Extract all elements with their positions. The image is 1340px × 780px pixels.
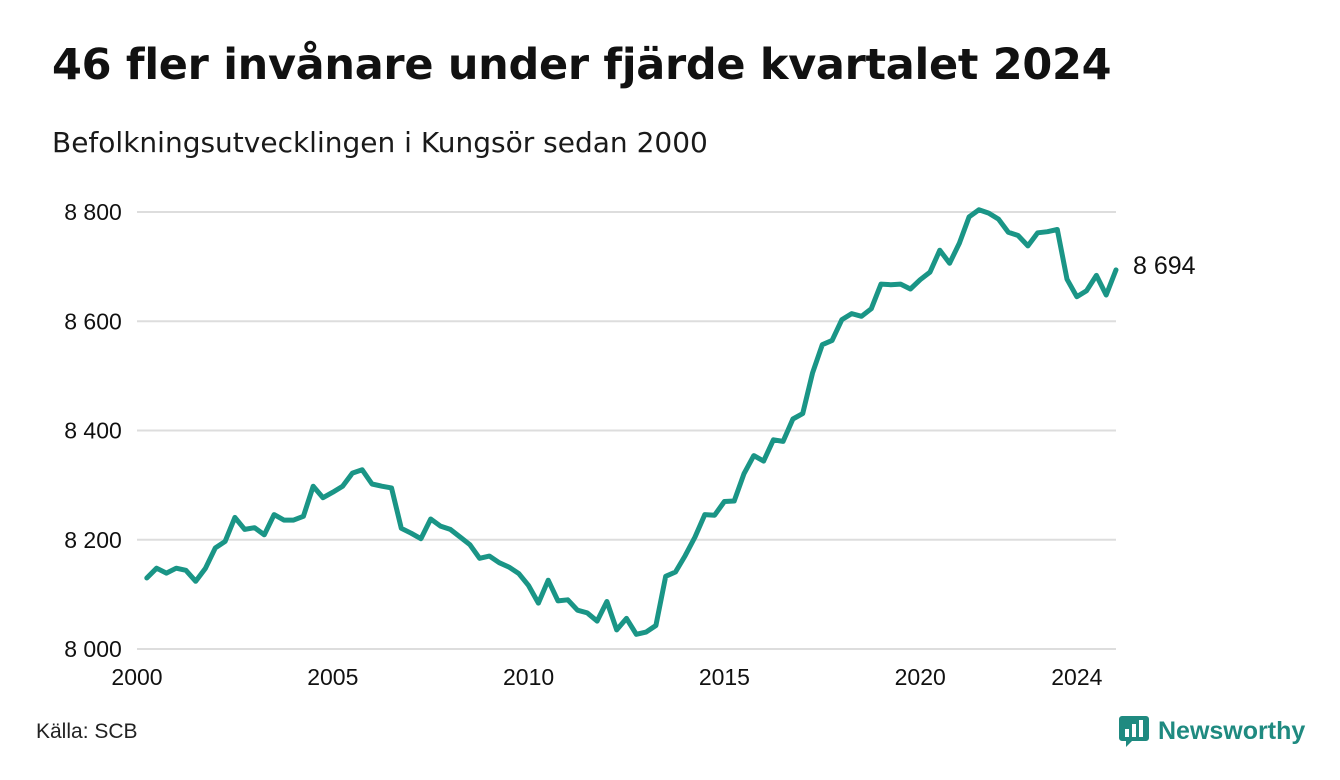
y-axis-tick-labels: 8 000 8 200 8 400 8 600 8 800: [64, 199, 122, 662]
x-tick-label: 2020: [895, 664, 946, 690]
source-note: Källa: SCB: [36, 720, 138, 743]
chart-title: 46 fler invånare under fjärde kvartalet …: [52, 40, 1112, 90]
population-line: [144, 207, 1119, 637]
newsworthy-chart-icon: [1119, 716, 1149, 747]
newsworthy-logo: Newsworthy: [1118, 714, 1305, 748]
chart-subtitle: Befolkningsutvecklingen i Kungsör sedan …: [52, 126, 708, 159]
y-tick-label: 8 800: [64, 199, 122, 225]
brand-name: Newsworthy: [1158, 716, 1306, 745]
end-value-label: 8 694: [1133, 252, 1196, 280]
y-tick-label: 8 200: [64, 527, 122, 553]
y-tick-label: 8 400: [64, 418, 122, 444]
x-tick-label: 2024: [1051, 664, 1102, 690]
x-tick-label: 2010: [503, 664, 554, 690]
x-axis-tick-labels: 2000 2005 2010 2015 2020 2024: [111, 664, 1102, 690]
y-tick-label: 8 000: [64, 636, 122, 662]
gridlines: [137, 211, 1116, 650]
y-tick-label: 8 600: [64, 308, 122, 334]
x-tick-label: 2015: [699, 664, 750, 690]
x-tick-label: 2005: [307, 664, 358, 690]
x-tick-label: 2000: [111, 664, 162, 690]
